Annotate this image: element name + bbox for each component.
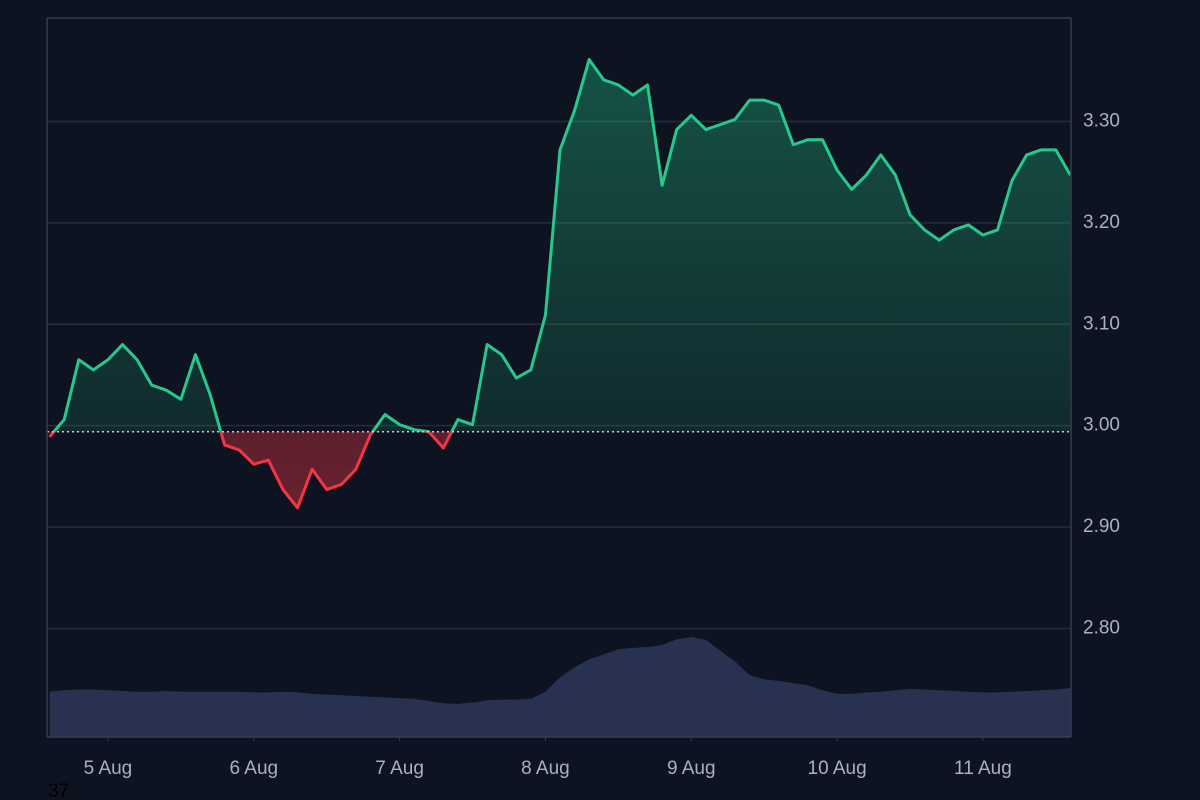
x-tick-label: 5 Aug [84, 758, 133, 779]
y-tick-label: 3.10 [1083, 313, 1120, 334]
y-tick-label: 3.30 [1083, 110, 1120, 131]
x-tick-label: 9 Aug [667, 758, 716, 779]
volume-area [49, 637, 1071, 737]
x-tick-label: 8 Aug [521, 758, 570, 779]
footer-text: 37 [48, 781, 69, 800]
x-tick-label: 7 Aug [375, 758, 424, 779]
y-tick-label: 3.20 [1083, 212, 1120, 233]
x-tick-label: 10 Aug [808, 758, 867, 779]
area-below [49, 431, 1071, 508]
y-tick-label: 3.00 [1083, 415, 1120, 436]
x-tick-label: 11 Aug [954, 758, 1012, 779]
y-tick-label: 2.90 [1083, 516, 1120, 537]
x-tick-label: 6 Aug [229, 758, 278, 779]
y-tick-label: 2.80 [1083, 618, 1120, 639]
line-above [51, 58, 1071, 432]
area-above [53, 59, 1071, 432]
